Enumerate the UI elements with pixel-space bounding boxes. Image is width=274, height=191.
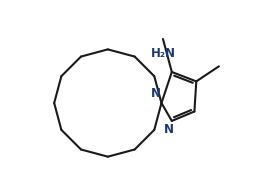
Text: N: N [163,123,173,136]
Text: N: N [151,87,161,100]
Text: H₂N: H₂N [150,47,175,60]
